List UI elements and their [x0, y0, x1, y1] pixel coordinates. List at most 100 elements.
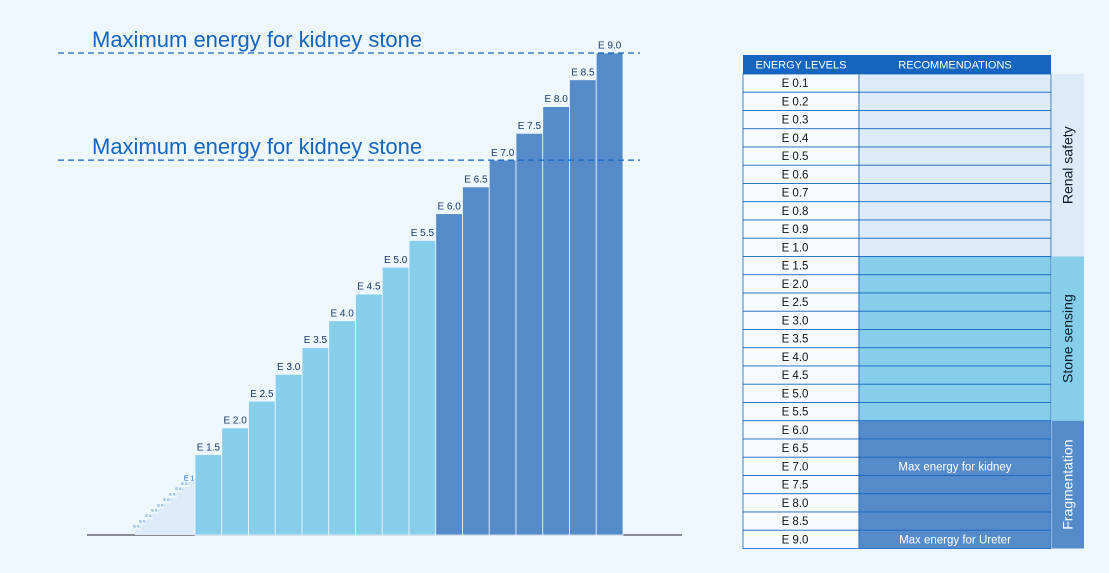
level-label: E 0.1 [782, 78, 809, 90]
bar [221, 427, 249, 536]
recommendation-cell [858, 511, 1052, 531]
recommendation-cell [858, 128, 1052, 148]
bar-label: E 0.8 [175, 486, 185, 491]
bar-label: E 6.5 [464, 175, 488, 186]
bar-label: E 0.9 [181, 481, 191, 486]
level-label: E 5.0 [782, 388, 809, 400]
group-band [1052, 420, 1084, 549]
bar [462, 186, 490, 536]
level-label: E 0.5 [782, 151, 809, 163]
bar-label: E 7.5 [518, 121, 542, 132]
group-band [1052, 256, 1084, 421]
bar [141, 524, 147, 535]
recommendation-cell [858, 201, 1052, 221]
recommendation-cell [858, 529, 1052, 549]
level-label: E 7.5 [782, 480, 809, 492]
bar-label: E 5.5 [411, 228, 435, 239]
level-label: E 0.6 [782, 169, 809, 181]
bar [248, 400, 276, 536]
recommendation-cell [858, 402, 1052, 422]
bar [189, 481, 195, 535]
header-cell: ENERGY LEVELS [756, 59, 847, 71]
level-label: E 6.5 [782, 443, 809, 455]
level-label: E 1.0 [782, 242, 809, 254]
bar-label: E 0.6 [163, 497, 173, 502]
bar-label: E 3.0 [277, 362, 301, 373]
bar [165, 502, 171, 535]
level-label: E 6.0 [782, 425, 809, 437]
annotation-text: Maximum energy for kidney stone [92, 27, 422, 52]
recommendation-cell [858, 146, 1052, 166]
bar-label: E 0.1 [133, 524, 143, 529]
level-label: E 4.0 [782, 352, 809, 364]
level-label: E 0.4 [782, 133, 809, 145]
bar [595, 52, 624, 536]
table-header [743, 55, 1051, 74]
recommendation-cell [858, 383, 1052, 403]
bar [301, 347, 330, 536]
bar [381, 266, 410, 536]
level-label: E 3.5 [782, 334, 809, 346]
bar [542, 106, 570, 536]
bar [183, 486, 189, 535]
level-label: E 8.5 [782, 516, 809, 528]
level-label: E 2.5 [782, 297, 809, 309]
level-label: E 1.5 [782, 261, 809, 273]
level-label: E 9.0 [782, 534, 809, 546]
bar-label: E 1.0 [184, 475, 200, 482]
bar-label: E 0.4 [151, 508, 161, 513]
header-cell: RECOMMENDATIONS [898, 59, 1011, 71]
bar [274, 373, 303, 536]
bar-label: E 4.0 [330, 308, 354, 319]
bar [328, 320, 356, 536]
bar-label: E 1.5 [197, 442, 221, 453]
bar-label: E 6.0 [437, 201, 461, 212]
level-label: E 4.5 [782, 370, 809, 382]
group-label: Renal safety [1060, 126, 1076, 204]
bar-label: E 4.5 [357, 282, 381, 293]
group-label: Stone sensing [1060, 294, 1076, 383]
recommendation-cell [858, 274, 1052, 294]
recommendation-cell [858, 438, 1052, 458]
bar-label: E 8.5 [571, 67, 595, 78]
level-label: E 0.8 [782, 206, 809, 218]
level-label: E 0.7 [782, 188, 809, 200]
group-label: Fragmentation [1060, 439, 1076, 529]
bar-label: E 9.0 [598, 41, 622, 52]
group-band [1052, 74, 1084, 257]
bar [435, 213, 463, 536]
bar [159, 508, 165, 535]
bar [135, 529, 141, 535]
recommendation-cell [858, 310, 1052, 330]
bar [355, 293, 383, 536]
level-label: E 2.0 [782, 279, 809, 291]
bar-label: E 0.3 [145, 513, 155, 518]
recommendation-cell [858, 164, 1052, 184]
recommendation-cell [858, 347, 1052, 367]
bar-label: E 3.5 [304, 335, 328, 346]
recommendation-cell [858, 110, 1052, 130]
recommendation-cell [858, 237, 1052, 257]
level-label: E 3.0 [782, 315, 809, 327]
recommendation-cell [858, 183, 1052, 203]
recommendation-cell [858, 329, 1052, 349]
recommendation-cell [858, 256, 1052, 276]
recommendation-cell [858, 365, 1052, 385]
bar [153, 513, 159, 535]
bar [569, 79, 597, 536]
recommendation: Max energy for kidney [898, 461, 1011, 473]
level-label: E 5.5 [782, 407, 809, 419]
bar-label: E 8.0 [544, 94, 568, 105]
recommendation-cell [858, 91, 1052, 111]
bar-label: E 5.0 [384, 255, 408, 266]
bar [147, 518, 153, 535]
bar [515, 132, 544, 536]
bar [171, 497, 177, 535]
bar [177, 492, 183, 535]
recommendation-cell [858, 219, 1052, 239]
bar-label: E 2.5 [250, 389, 274, 400]
bar-label: E 0.7 [169, 492, 179, 497]
level-label: E 0.9 [782, 224, 809, 236]
